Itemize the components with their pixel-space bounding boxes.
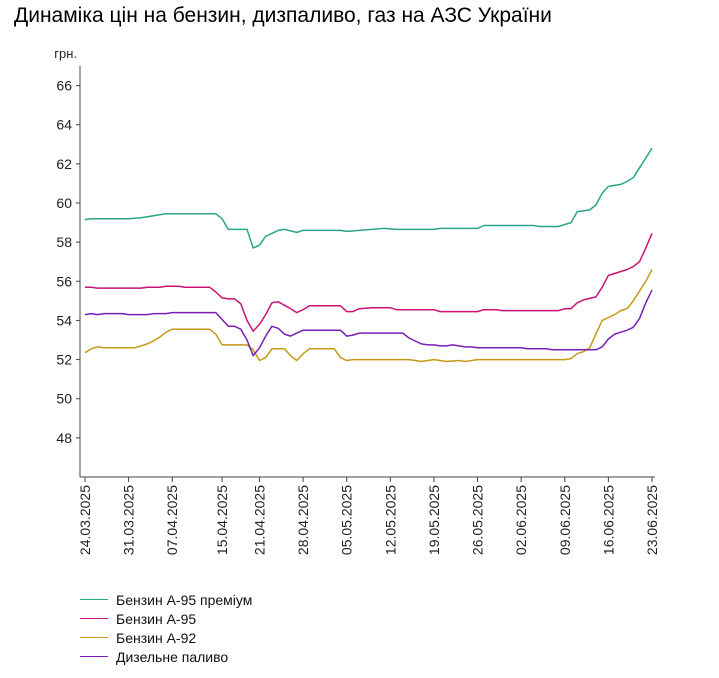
x-tick-label: 16.06.2025 bbox=[600, 485, 616, 555]
legend-item: Дизельне паливо bbox=[80, 647, 252, 666]
legend-swatch bbox=[80, 656, 108, 657]
x-tick-label: 31.03.2025 bbox=[121, 485, 137, 555]
x-tick-label: 28.04.2025 bbox=[295, 485, 311, 555]
y-tick-label: 62 bbox=[56, 156, 72, 172]
x-tick-label: 07.04.2025 bbox=[164, 485, 180, 555]
y-tick-label: 48 bbox=[56, 430, 72, 446]
legend-swatch bbox=[80, 618, 108, 619]
axes: грн. 48 50 52 54 56 58 60 62 64 66 24.03.2025 31.03.… bbox=[54, 46, 660, 555]
x-tick-label: 19.05.2025 bbox=[426, 485, 442, 555]
series-line-3 bbox=[84, 269, 653, 363]
legend-label: Дизельне паливо bbox=[116, 648, 229, 665]
x-tick-label: 09.06.2025 bbox=[557, 485, 573, 555]
y-tick-label: 64 bbox=[56, 117, 72, 133]
series-lines bbox=[84, 147, 653, 363]
series-line-1 bbox=[84, 147, 653, 249]
legend-label: Бензин А-95 преміум bbox=[116, 591, 253, 608]
series-line-4 bbox=[84, 289, 653, 357]
y-axis-unit-label: грн. bbox=[54, 46, 77, 61]
x-tick-label: 21.04.2025 bbox=[251, 485, 267, 555]
x-tick-label: 26.05.2025 bbox=[470, 485, 486, 555]
legend-item: Бензин А-95 преміум bbox=[80, 590, 252, 609]
y-tick-label: 52 bbox=[56, 352, 72, 368]
x-tick-label: 24.03.2025 bbox=[77, 485, 93, 555]
y-tick-label: 60 bbox=[56, 195, 72, 211]
x-tick-label: 15.04.2025 bbox=[214, 485, 230, 555]
y-tick-label: 66 bbox=[56, 78, 72, 94]
legend-label: Бензин А-95 bbox=[116, 610, 197, 627]
y-tick-label: 54 bbox=[56, 312, 72, 328]
x-tick-label: 23.06.2025 bbox=[644, 485, 660, 555]
legend: Бензин А-95 преміум Бензин А-95 Бензин А-9… bbox=[80, 590, 252, 666]
chart-title: Динаміка цін на бензин, дизпаливо, газ н… bbox=[14, 4, 552, 27]
legend-item: Бензин А-95 bbox=[80, 609, 252, 628]
x-tick-label: 12.05.2025 bbox=[382, 485, 398, 555]
legend-swatch bbox=[80, 637, 108, 638]
legend-label: Бензин А-92 bbox=[116, 629, 197, 646]
y-tick-label: 58 bbox=[56, 234, 72, 250]
x-tick-label: 05.05.2025 bbox=[339, 485, 355, 555]
y-tick-label: 56 bbox=[56, 273, 72, 289]
series-line-2 bbox=[85, 233, 653, 332]
legend-item: Бензин А-92 bbox=[80, 628, 252, 647]
legend-swatch bbox=[80, 599, 108, 600]
x-tick-label: 02.06.2025 bbox=[513, 485, 529, 555]
y-tick-label: 50 bbox=[56, 391, 72, 407]
